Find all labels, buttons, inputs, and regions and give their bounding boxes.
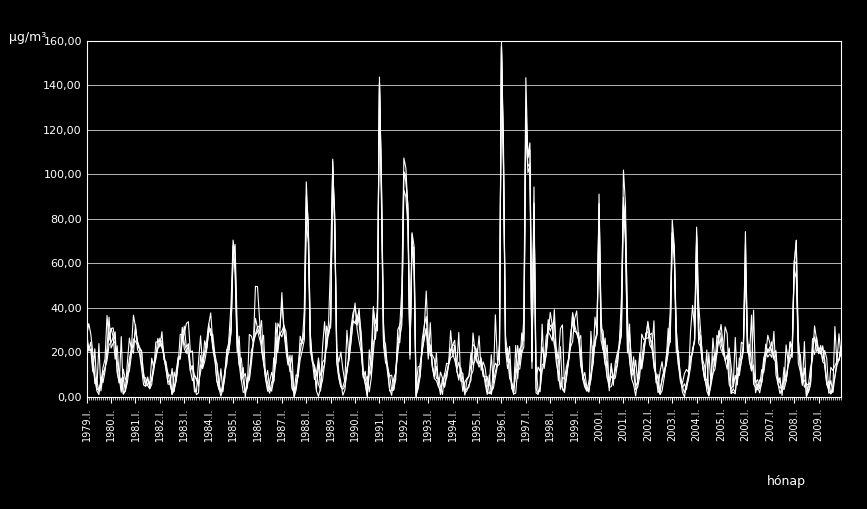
Szarvkői u. [824, 388, 834, 394]
Szarvkői u. [177, 331, 187, 337]
Várisi út [81, 328, 92, 334]
Text: hónap: hónap [767, 474, 806, 488]
Line: Csengeri u.: Csengeri u. [87, 41, 841, 395]
Csengeri u. [336, 349, 346, 355]
Csengeri u. [81, 333, 92, 339]
Line: Kodály tér: Kodály tér [87, 46, 841, 397]
Várisi út [496, 43, 506, 49]
Várisi út [836, 343, 846, 349]
Csengeri u. [468, 341, 479, 347]
Szarvkői u. [466, 377, 476, 383]
Text: μg/m³: μg/m³ [9, 31, 46, 44]
Szarvkői u. [679, 394, 689, 400]
Várisi út [801, 394, 812, 400]
Várisi út [636, 363, 647, 370]
Kodály tér [337, 386, 348, 392]
Line: Szarvkői u.: Szarvkői u. [87, 48, 841, 397]
Kodály tér [289, 394, 299, 400]
Kodály tér [81, 338, 92, 344]
Kodály tér [177, 337, 187, 344]
Szarvkői u. [496, 45, 506, 51]
Kodály tér [468, 362, 479, 368]
Szarvkői u. [636, 366, 647, 372]
Csengeri u. [824, 390, 834, 397]
Kodály tér [836, 351, 846, 357]
Csengeri u. [836, 345, 846, 351]
Csengeri u. [639, 336, 649, 343]
Várisi út [466, 373, 476, 379]
Kodály tér [496, 43, 506, 49]
Várisi út [336, 379, 346, 385]
Szarvkői u. [836, 353, 846, 359]
Csengeri u. [496, 38, 506, 44]
Várisi út [824, 386, 834, 392]
Csengeri u. [205, 332, 216, 338]
Csengeri u. [460, 392, 470, 398]
Kodály tér [205, 327, 216, 333]
Szarvkői u. [205, 326, 216, 332]
Kodály tér [639, 341, 649, 347]
Csengeri u. [177, 336, 187, 342]
Szarvkői u. [81, 336, 92, 342]
Kodály tér [824, 378, 834, 384]
Szarvkői u. [336, 384, 346, 390]
Várisi út [205, 310, 216, 316]
Line: Várisi út: Várisi út [87, 46, 841, 397]
Várisi út [177, 324, 187, 330]
